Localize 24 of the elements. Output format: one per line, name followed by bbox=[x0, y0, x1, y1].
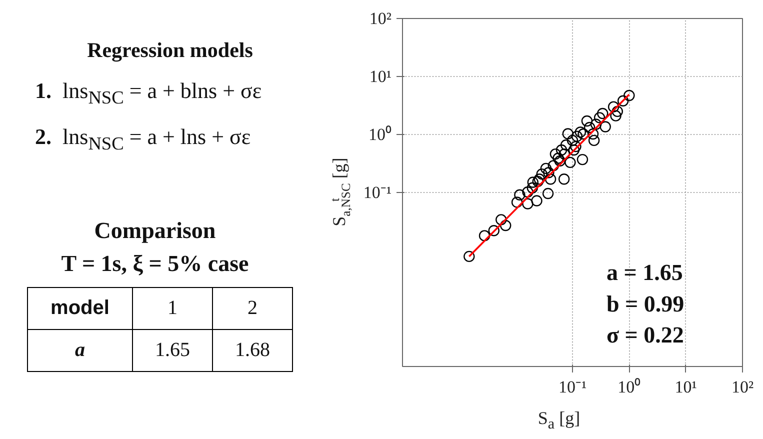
x-axis-title: S$_{a}$ [g] bbox=[536, 407, 582, 435]
text: T = 1s, ξ = 5% case bbox=[60, 250, 250, 278]
category-label: 2 bbox=[212, 287, 292, 330]
data-label: 1.68 bbox=[212, 329, 292, 372]
text: 2. lns$_{NSC}$ = a + lns + σε bbox=[35, 122, 252, 155]
y-tick-label: 10¹ bbox=[369, 67, 392, 86]
x-tick-label: 10⁻¹ bbox=[558, 378, 587, 396]
annotation: σ = 0.22 bbox=[606, 322, 684, 348]
y-tick-label: 10⁻¹ bbox=[363, 183, 392, 202]
text: model bbox=[50, 296, 110, 319]
text: 1. lns$_{NSC}$ = a + blns + σε bbox=[35, 77, 263, 110]
text: a bbox=[75, 338, 85, 361]
x-tick-label: 10⁰ bbox=[618, 378, 641, 396]
y-tick-label: 10⁰ bbox=[368, 125, 392, 144]
x-tick-label: 10¹ bbox=[674, 378, 697, 396]
text: Comparison bbox=[93, 217, 217, 245]
data-label: 1.65 bbox=[132, 329, 212, 372]
annotation: b = 0.99 bbox=[606, 291, 684, 316]
text: Regression models bbox=[86, 37, 254, 64]
y-tick-label: 10² bbox=[369, 9, 392, 28]
category-label: 1 bbox=[132, 287, 212, 330]
x-tick-label: 10² bbox=[731, 378, 754, 396]
annotation: a = 1.65 bbox=[606, 260, 683, 286]
y-axis-title: Sta,NSC [g] bbox=[327, 156, 354, 228]
